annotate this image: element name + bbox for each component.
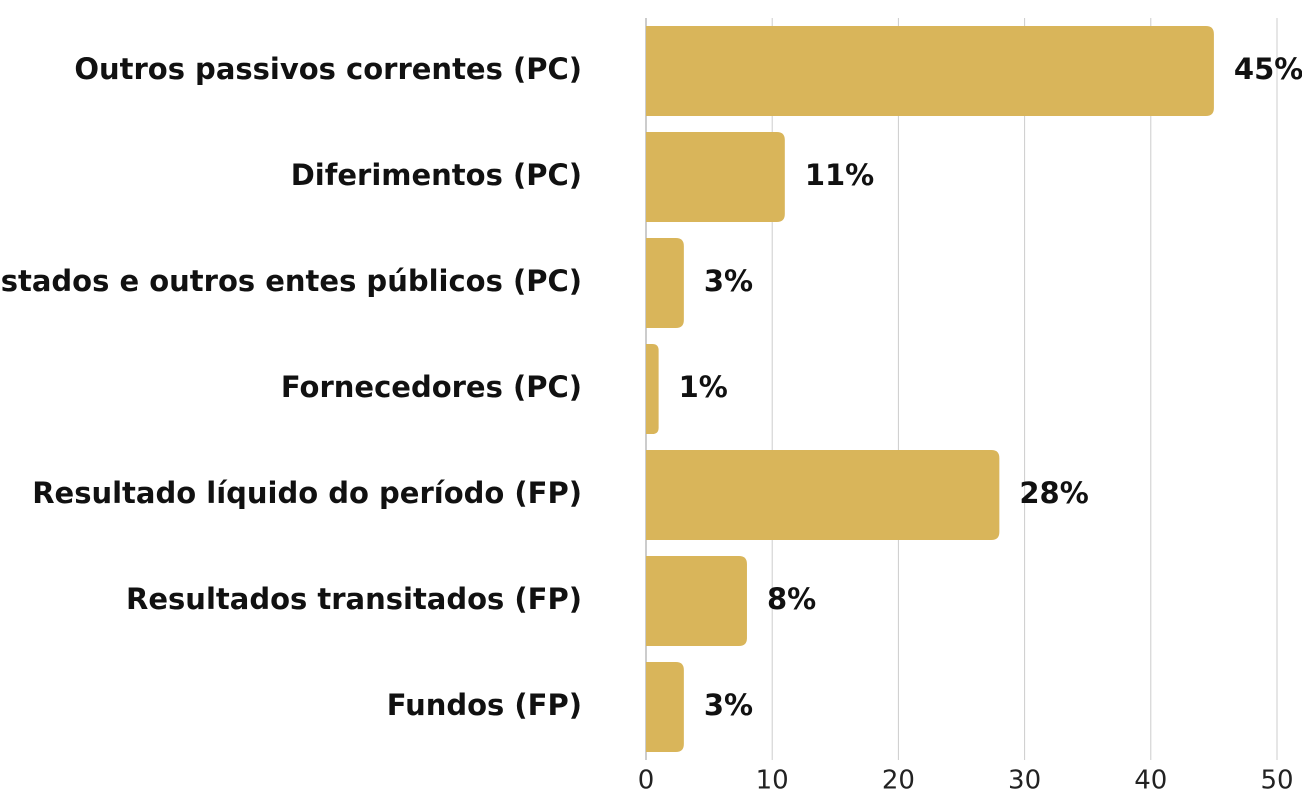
x-tick-label: 10 bbox=[756, 766, 789, 796]
y-tick-label: Outros passivos correntes (PC) bbox=[74, 52, 582, 86]
x-tick-label: 50 bbox=[1260, 766, 1293, 796]
y-tick-label: Diferimentos (PC) bbox=[291, 158, 582, 192]
value-label: 11% bbox=[805, 158, 874, 192]
bar bbox=[646, 662, 684, 752]
value-label: 8% bbox=[767, 582, 816, 616]
bar bbox=[646, 238, 684, 328]
bar bbox=[646, 450, 1000, 540]
bar bbox=[646, 556, 747, 646]
y-tick-label: Fornecedores (PC) bbox=[281, 370, 582, 404]
y-tick-label: Resultados transitados (FP) bbox=[126, 582, 582, 616]
bar bbox=[646, 344, 659, 434]
y-tick-label: Resultado líquido do período (FP) bbox=[32, 476, 582, 510]
y-tick-label: Fundos (FP) bbox=[387, 688, 582, 722]
value-label: 1% bbox=[679, 370, 728, 404]
bar bbox=[646, 132, 785, 222]
value-label: 3% bbox=[704, 264, 753, 298]
value-label: 3% bbox=[704, 688, 753, 722]
x-tick-label: 20 bbox=[882, 766, 915, 796]
bar bbox=[646, 26, 1214, 116]
x-tick-label: 40 bbox=[1134, 766, 1167, 796]
value-label: 28% bbox=[1019, 476, 1088, 510]
value-label: 45% bbox=[1234, 52, 1302, 86]
y-tick-label: Estados e outros entes públicos (PC) bbox=[0, 264, 582, 298]
x-tick-label: 30 bbox=[1008, 766, 1041, 796]
x-tick-label: 0 bbox=[638, 766, 655, 796]
